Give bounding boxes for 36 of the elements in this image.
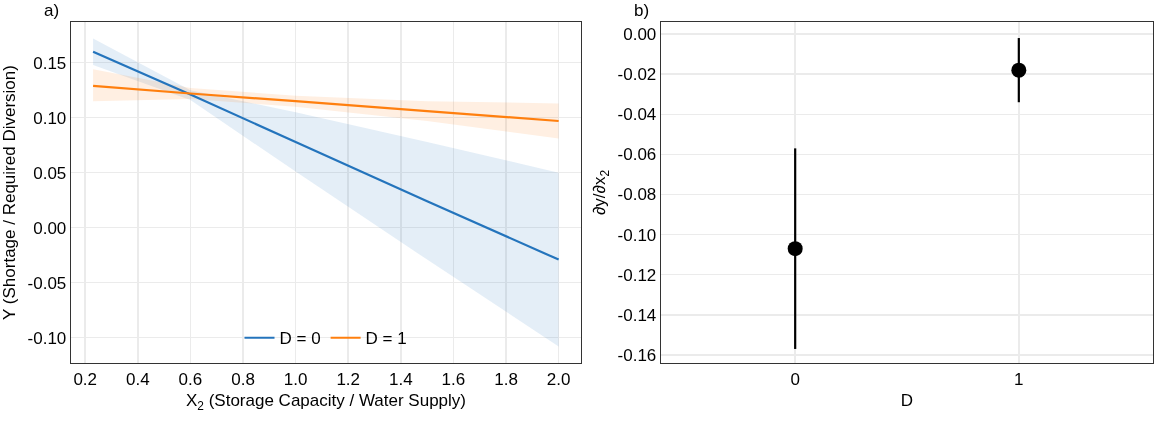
x-tick-label: 0.6 [178, 369, 203, 389]
y-tick-label: -0.10 [27, 328, 67, 348]
y-tick-label: -0.06 [617, 145, 657, 165]
y-tick-label: -0.10 [617, 225, 657, 245]
y-tick-label: 0.00 [33, 218, 67, 238]
y-tick-label: -0.12 [617, 265, 657, 285]
x-tick-label: 2.0 [546, 369, 571, 389]
x-tick-label: 0.4 [125, 369, 150, 389]
x-tick-label: 1 [1014, 369, 1024, 389]
text: b) [634, 1, 650, 20]
y-tick-label: -0.14 [617, 305, 657, 325]
y-tick-label: 0.05 [33, 163, 67, 183]
y-axis-title: Y (Shortage / Required Diversion) [0, 65, 19, 320]
x-tick-label: 1.4 [389, 369, 413, 389]
x-axis-title: D [900, 390, 914, 410]
x-tick-label: 1.8 [494, 369, 518, 389]
legend-label: D = 0 [279, 329, 321, 349]
y-tick-label: -0.05 [27, 273, 67, 293]
x-axis-title: X$_{2}$ (Storage Capacity / Water Supply) [186, 390, 466, 413]
x-tick-label: 1.6 [441, 369, 466, 389]
x-tick-label: 0.8 [231, 369, 255, 389]
y-tick-label: -0.16 [617, 345, 657, 365]
y-tick-label: -0.08 [617, 185, 657, 205]
legend-label: D = 1 [365, 329, 407, 349]
x-tick-label: 1.2 [336, 369, 361, 389]
line-series [91, 84, 560, 123]
x-tick-label: 1.0 [283, 369, 308, 389]
y-tick-label: 0.15 [33, 53, 67, 73]
text: a) [44, 1, 60, 20]
y-tick-label: 0.00 [623, 24, 657, 44]
y-tick-label: -0.04 [617, 105, 657, 125]
line-series [91, 50, 560, 261]
x-tick-label: 0.2 [73, 369, 98, 389]
x-tick-label: 0 [790, 369, 800, 389]
y-tick-label: -0.02 [617, 65, 657, 85]
y-tick-label: 0.10 [33, 108, 67, 128]
